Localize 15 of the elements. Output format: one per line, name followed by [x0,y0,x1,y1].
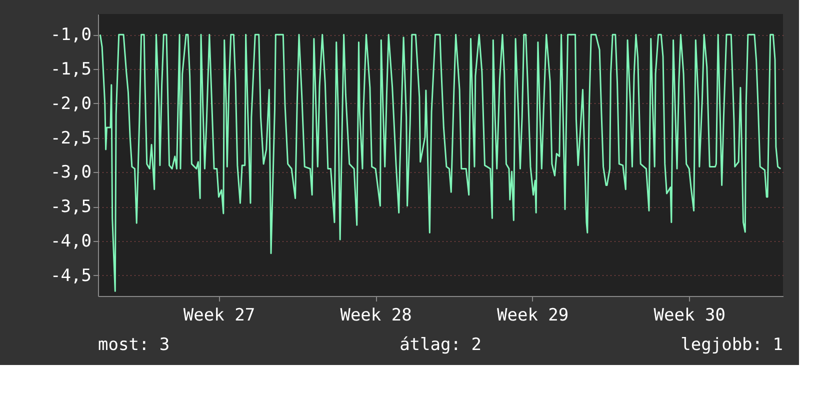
y-tick-label: -4,0 [50,231,92,252]
text: most: 3 [98,335,170,355]
y-tick-label: -4,5 [50,266,92,286]
text: átlag: 2 [400,335,482,355]
y-tick-label: -3,0 [50,162,92,183]
y-tick-label: -2,0 [50,94,92,114]
x-tick-label: Week 27 [183,306,256,326]
text: legjobb: 1 [680,335,783,355]
y-tick-label: -3,5 [50,197,92,218]
x-tick-label: Week 29 [497,306,569,326]
y-tick-label: -1,5 [50,60,92,80]
y-tick-label: -1,0 [50,25,92,46]
x-tick-label: Week 30 [654,306,726,326]
x-tick-label: Week 28 [340,306,412,326]
y-tick-label: -2,5 [50,128,92,148]
